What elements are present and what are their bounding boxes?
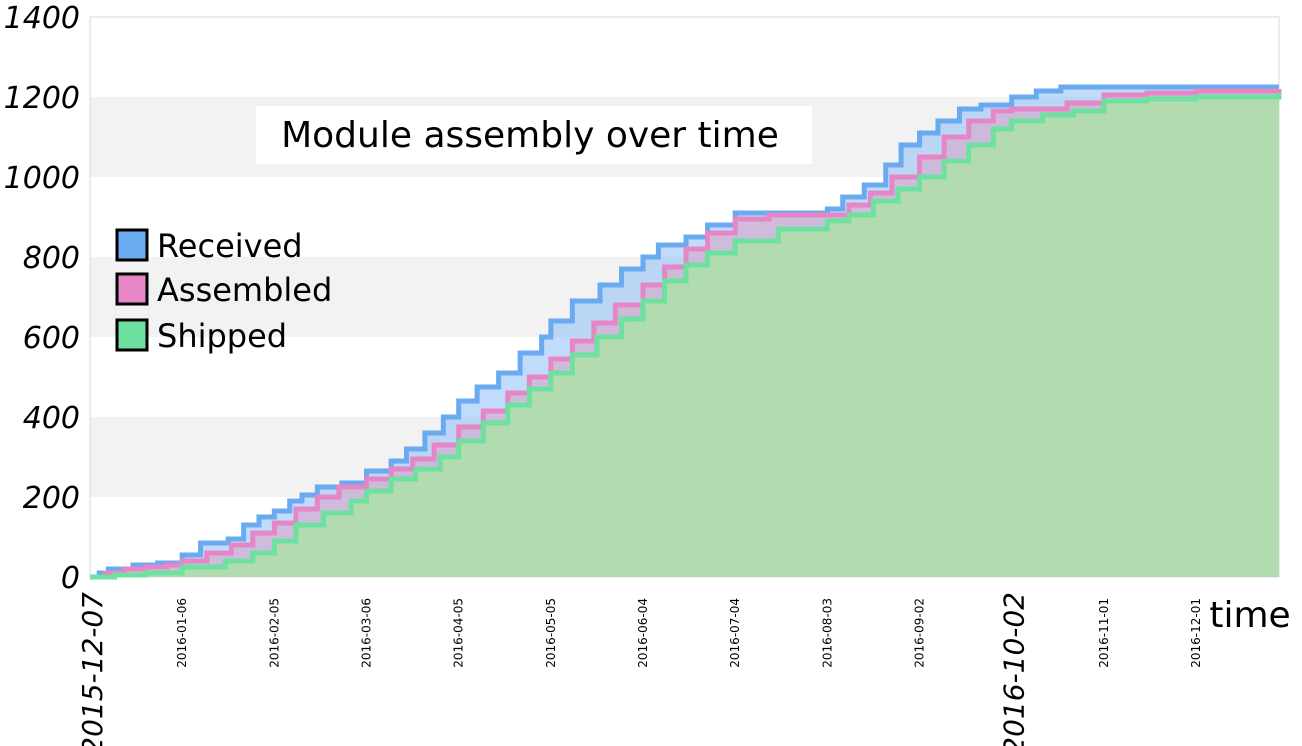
x-axis-label: time xyxy=(1209,595,1290,636)
x-axis-ticks: 2015-12-07 2016-01-06 2016-02-05 2016-03-06… xyxy=(76,592,1203,746)
series-area-shipped xyxy=(90,93,1279,577)
y-tick-label: 600 xyxy=(23,321,80,356)
chart-title: Module assembly over time xyxy=(281,115,779,156)
legend: Received Assembled Shipped xyxy=(115,227,332,355)
legend-label: Shipped xyxy=(157,317,287,355)
x-tick-label: 2016-06-04 xyxy=(636,598,650,668)
x-tick-label: 2016-01-06 xyxy=(175,598,189,668)
y-axis-ticks: 0 200 400 600 800 1000 1200 1400 xyxy=(4,1,80,596)
x-tick-label: 2016-11-01 xyxy=(1097,598,1111,668)
x-tick-label: 2016-04-05 xyxy=(452,598,466,668)
x-tick-label: 2016-09-02 xyxy=(913,598,927,668)
legend-item-received: Received xyxy=(115,227,303,265)
x-tick-label: 2016-05-05 xyxy=(544,598,558,668)
x-tick-label: 2016-08-03 xyxy=(820,598,834,668)
legend-item-assembled: Assembled xyxy=(115,271,332,309)
title-box: Module assembly over time xyxy=(256,106,812,164)
y-tick-label: 0 xyxy=(61,561,80,596)
legend-swatch xyxy=(115,228,149,262)
y-tick-label: 200 xyxy=(23,481,80,516)
series-line-received xyxy=(90,84,1279,580)
y-tick-label: 800 xyxy=(23,241,80,276)
y-tick-label: 1400 xyxy=(4,1,80,36)
legend-swatch xyxy=(115,318,149,352)
y-tick-label: 1200 xyxy=(4,81,80,116)
y-tick-label: 1000 xyxy=(4,161,80,196)
x-tick-label: 2015-12-07 xyxy=(76,592,109,746)
legend-label: Assembled xyxy=(157,271,332,309)
series-line-shipped xyxy=(90,93,1282,580)
x-tick-label: 2016-03-06 xyxy=(360,598,374,668)
x-tick-label: 2016-02-05 xyxy=(267,598,281,668)
grid-band xyxy=(90,17,1279,97)
y-tick-label: 400 xyxy=(23,401,80,436)
x-tick-label: 2016-07-04 xyxy=(728,598,742,668)
legend-label: Received xyxy=(157,227,303,265)
legend-swatch xyxy=(115,272,149,306)
series-layer xyxy=(90,84,1282,580)
x-tick-label: 2016-10-02 xyxy=(998,592,1031,746)
series-line-assembled xyxy=(90,88,1282,580)
legend-item-shipped: Shipped xyxy=(115,317,287,355)
x-tick-label: 2016-12-01 xyxy=(1189,598,1203,668)
